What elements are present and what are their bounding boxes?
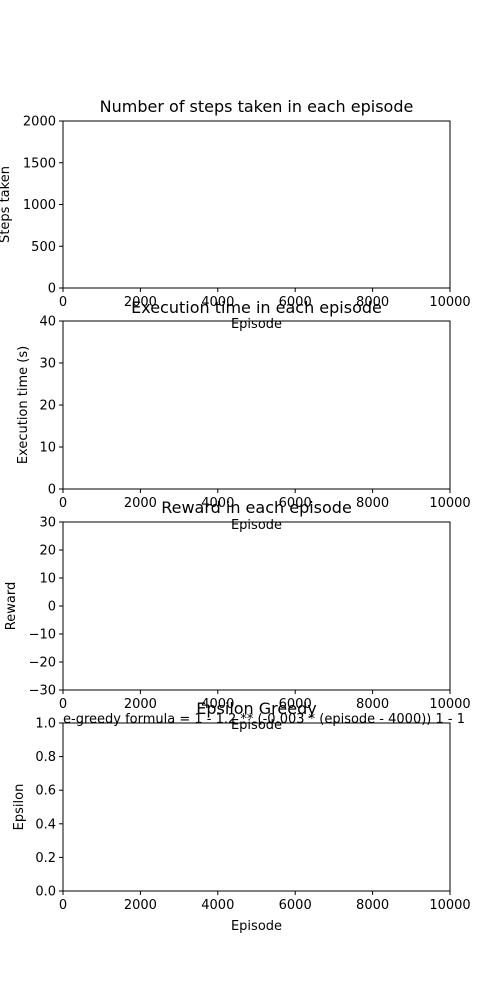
y-tick-label: 2000: [23, 115, 56, 130]
x-tick-label: 2000: [124, 697, 157, 712]
y-tick-label: 1.0: [35, 717, 56, 732]
y-tick-label: 0: [48, 483, 56, 498]
x-tick-label: 2000: [124, 295, 157, 310]
y-tick-label: 0: [48, 282, 56, 297]
formula-annotation: e-greedy formula = 1 - 1.2 ** (-0.003 * …: [63, 712, 465, 727]
x-axis-label: Episode: [231, 518, 282, 533]
chart-title: Epsilon Greedy: [196, 699, 316, 718]
x-tick-label: 10000: [429, 898, 470, 913]
x-tick-label: 6000: [279, 697, 312, 712]
x-axis-label: Episode: [231, 317, 282, 332]
x-tick-label: 10000: [429, 496, 470, 511]
y-tick-label: 0.8: [35, 750, 56, 765]
x-tick-label: 6000: [279, 295, 312, 310]
plot-area-1: [62, 120, 451, 289]
x-tick-label: 2000: [124, 496, 157, 511]
y-tick-label: 0: [48, 600, 56, 615]
y-tick-label: 10: [39, 572, 56, 587]
y-tick-label: 1500: [23, 156, 56, 171]
x-tick-label: 0: [59, 898, 67, 913]
x-axis-label: Episode: [231, 919, 282, 934]
y-tick-label: 30: [39, 516, 56, 531]
y-tick-label: 40: [39, 315, 56, 330]
x-tick-label: 6000: [279, 496, 312, 511]
plot-area-4: [62, 722, 451, 892]
x-tick-label: 10000: [429, 295, 470, 310]
y-axis-label: Reward: [4, 582, 19, 630]
y-tick-label: −10: [29, 628, 56, 643]
x-tick-label: 6000: [279, 898, 312, 913]
x-tick-label: 8000: [356, 295, 389, 310]
x-tick-label: 8000: [356, 697, 389, 712]
y-tick-label: −20: [29, 656, 56, 671]
y-tick-label: −30: [29, 684, 56, 699]
chart-title: Number of steps taken in each episode: [100, 97, 414, 116]
x-tick-label: 8000: [356, 496, 389, 511]
x-tick-label: 0: [59, 295, 67, 310]
x-tick-label: 2000: [124, 898, 157, 913]
x-tick-label: 4000: [201, 697, 234, 712]
y-axis-label: Epsilon: [12, 784, 27, 831]
y-tick-label: 0.0: [35, 885, 56, 900]
x-tick-label: 4000: [201, 898, 234, 913]
y-tick-label: 10: [39, 441, 56, 456]
plot-area-3: [62, 521, 451, 691]
y-axis-label: Execution time (s): [16, 346, 31, 464]
x-tick-label: 0: [59, 496, 67, 511]
y-tick-label: 20: [39, 399, 56, 414]
plot-area-2: [62, 320, 451, 490]
chart-title: Reward in each episode: [161, 498, 352, 517]
x-axis-label: Episode: [231, 718, 282, 733]
x-tick-label: 0: [59, 697, 67, 712]
x-tick-label: 10000: [429, 697, 470, 712]
y-tick-label: 30: [39, 357, 56, 372]
y-tick-label: 1000: [23, 198, 56, 213]
x-tick-label: 4000: [201, 295, 234, 310]
x-tick-label: 8000: [356, 898, 389, 913]
y-tick-label: 0.6: [35, 784, 56, 799]
y-tick-label: 500: [31, 240, 56, 255]
y-tick-label: 0.4: [35, 817, 56, 832]
y-axis-label: Steps taken: [0, 166, 13, 243]
y-tick-label: 20: [39, 544, 56, 559]
chart-title: Execution time in each episode: [131, 298, 382, 317]
y-tick-label: 0.2: [35, 851, 56, 866]
x-tick-label: 4000: [201, 496, 234, 511]
